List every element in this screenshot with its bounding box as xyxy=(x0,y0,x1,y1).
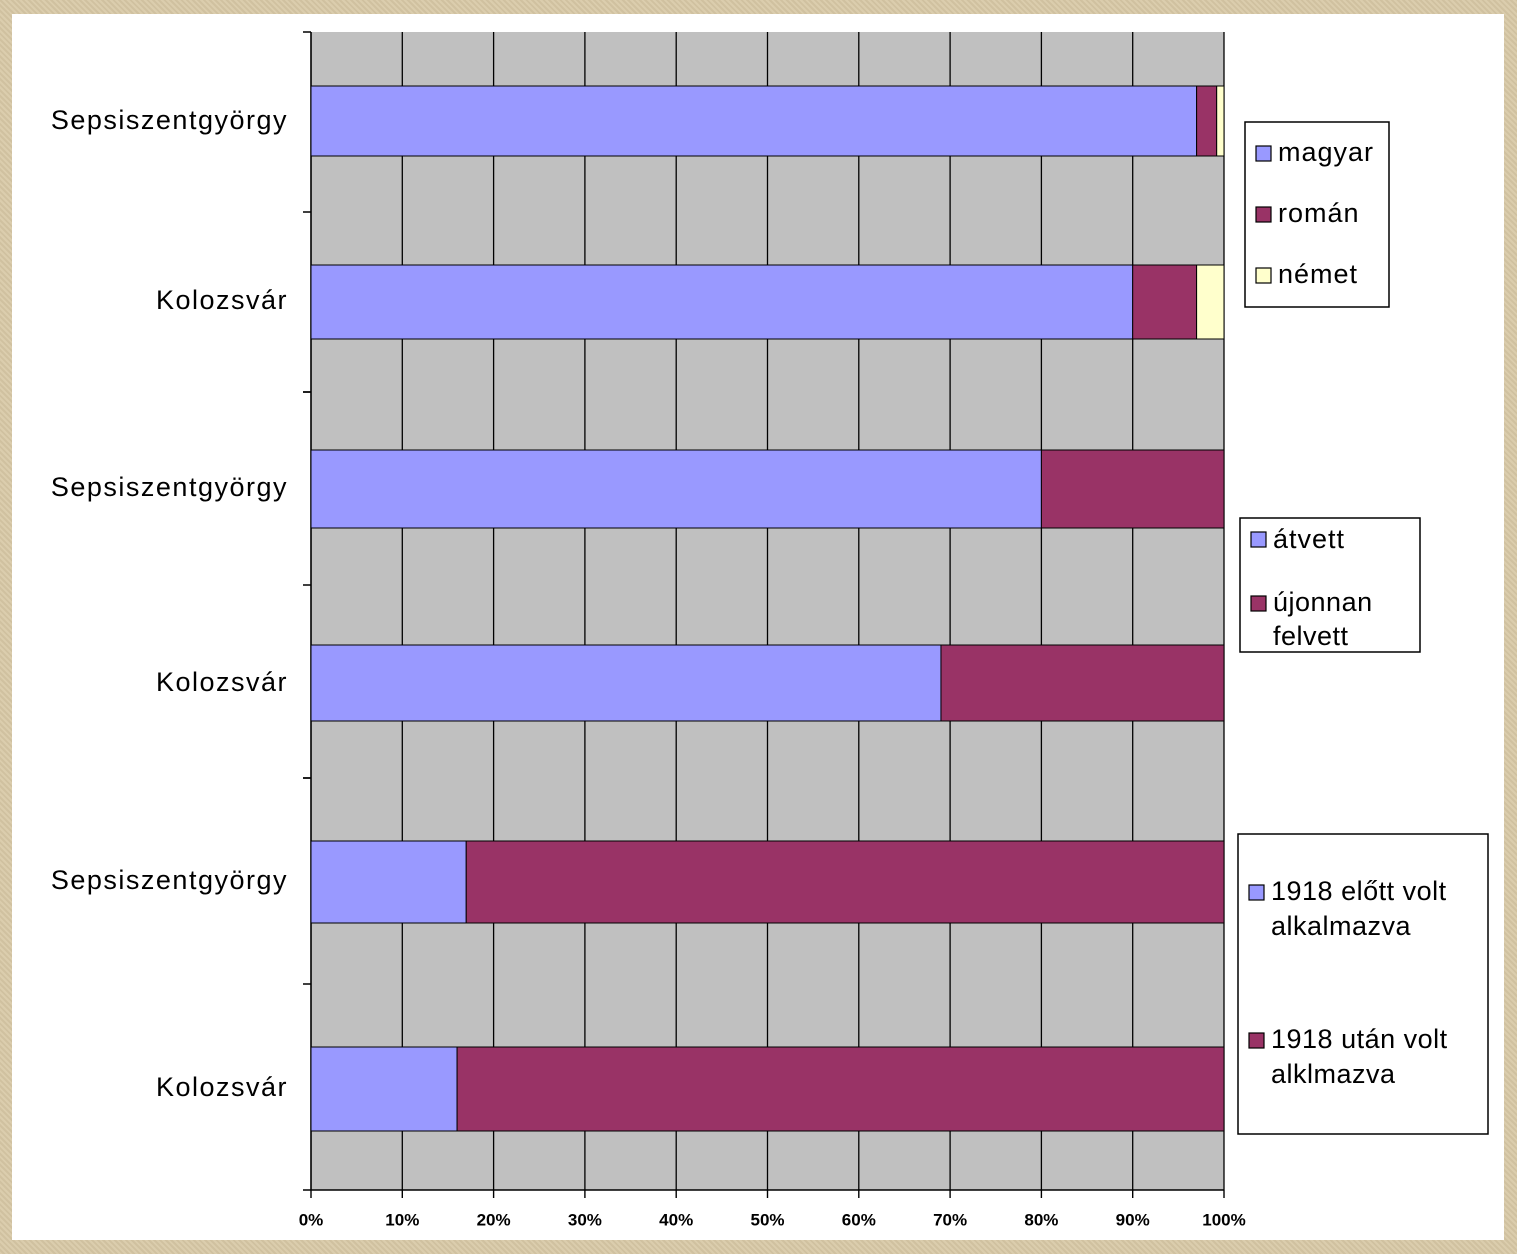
bar-segment xyxy=(1216,85,1225,157)
category-label: Sepsiszentgyörgy xyxy=(51,105,288,135)
bar-segment xyxy=(310,1046,458,1132)
bar-segment xyxy=(310,85,1198,157)
legend-swatch xyxy=(1255,267,1272,284)
x-tick-label: 60% xyxy=(842,1210,876,1229)
bar-segment xyxy=(310,264,1134,340)
x-tick-label: 30% xyxy=(568,1210,602,1229)
bar-segment xyxy=(1196,264,1225,340)
x-tick-label: 40% xyxy=(659,1210,693,1229)
legend-swatch xyxy=(1250,531,1267,548)
legend-swatch xyxy=(1255,145,1272,162)
legend-label-line: felvett xyxy=(1273,621,1349,651)
legend-label-line: újonnan xyxy=(1273,587,1373,617)
bar-segment xyxy=(456,1046,1225,1132)
bar-segment xyxy=(310,449,1042,529)
x-tick-label: 20% xyxy=(477,1210,511,1229)
bar-segment xyxy=(940,644,1225,722)
bar-segment xyxy=(465,840,1225,924)
category-label: Sepsiszentgyörgy xyxy=(51,472,288,502)
x-tick-label: 100% xyxy=(1202,1210,1245,1229)
x-tick-label: 90% xyxy=(1116,1210,1150,1229)
legend-label: román xyxy=(1278,198,1360,228)
bar-segment xyxy=(310,644,942,722)
legend-label-line: 1918 előtt volt xyxy=(1271,876,1447,906)
legend-label: 1918 után volt alklmazva xyxy=(1271,1024,1448,1089)
stacked-bar-chart: Sepsiszentgyörgy Kolozsvár magyar román néme… xyxy=(51,31,1489,1229)
legend-label: 1918 előtt volt alkalmazva xyxy=(1271,876,1447,941)
bar-segment xyxy=(310,840,467,924)
x-tick-label: 0% xyxy=(299,1210,324,1229)
category-label: Kolozsvár xyxy=(156,667,288,697)
x-tick-label: 80% xyxy=(1024,1210,1058,1229)
legend-swatch xyxy=(1250,595,1267,612)
legend-box-2 xyxy=(1239,517,1421,653)
category-label: Sepsiszentgyörgy xyxy=(51,865,288,895)
legend-swatch xyxy=(1255,206,1272,223)
legend-swatch xyxy=(1248,1032,1265,1049)
legend-box-3 xyxy=(1237,833,1489,1135)
legend-label-line: alklmazva xyxy=(1271,1059,1396,1089)
legend-label: újonnan felvett xyxy=(1273,587,1373,651)
legend-label-line: alkalmazva xyxy=(1271,911,1412,941)
bar-segment xyxy=(1196,85,1218,157)
category-label: Kolozsvár xyxy=(156,1072,288,1102)
legend-label: átvett xyxy=(1273,524,1345,554)
x-tick-label: 70% xyxy=(933,1210,967,1229)
bar-segment xyxy=(1132,264,1198,340)
chart-frame: Sepsiszentgyörgy Kolozsvár magyar román néme… xyxy=(12,14,1504,1240)
legend-swatch xyxy=(1248,884,1265,901)
legend-label-line: 1918 után volt xyxy=(1271,1024,1448,1054)
category-label: Kolozsvár xyxy=(156,285,288,315)
legend-label: magyar xyxy=(1278,137,1374,167)
legend-label: német xyxy=(1278,259,1358,289)
x-tick-label: 10% xyxy=(385,1210,419,1229)
x-tick-label: 50% xyxy=(750,1210,784,1229)
bar-segment xyxy=(1040,449,1225,529)
